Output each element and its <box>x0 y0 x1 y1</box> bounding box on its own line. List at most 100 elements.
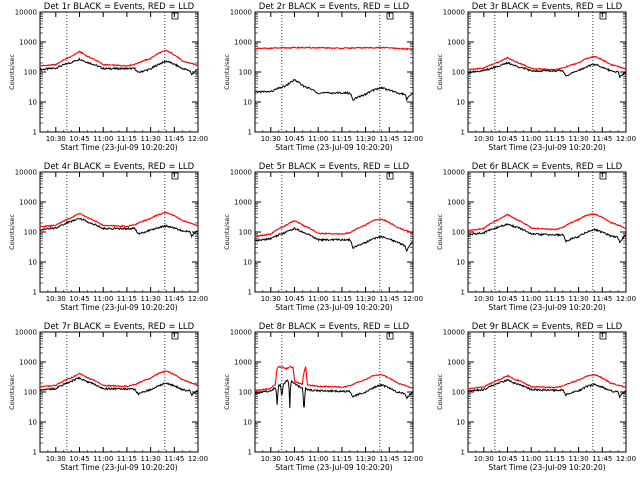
plot-frame <box>39 11 199 133</box>
panel-title: Det 3r BLACK = Events, RED = LLD <box>472 2 623 12</box>
x-tick-label: 10:30 <box>261 455 281 463</box>
x-axis-label: Start Time (23-Jul-09 10:20:20) <box>275 143 392 152</box>
y-tick-label: 10 <box>456 99 465 107</box>
panel-title: Det 7r BLACK = Events, RED = LLD <box>44 322 195 332</box>
x-tick-label: 12:00 <box>616 455 636 463</box>
plot-frame <box>467 331 627 453</box>
x-tick-label: 10:45 <box>284 455 304 463</box>
series-lld-line <box>39 49 198 67</box>
y-tick-label: 1 <box>248 129 252 137</box>
y-tick-label: 1000 <box>19 199 37 207</box>
x-tick-label: 12:00 <box>403 455 423 463</box>
y-tick-label: 10000 <box>443 9 465 17</box>
x-tick-label: 10:30 <box>474 295 494 303</box>
x-tick-label: 11:45 <box>379 455 399 463</box>
x-tick-label: 11:45 <box>164 135 184 143</box>
series-events-line <box>467 61 626 79</box>
panel-title: Det 4r BLACK = Events, RED = LLD <box>44 162 195 172</box>
y-tick-label: 100 <box>239 69 252 77</box>
x-tick-label: 11:45 <box>379 295 399 303</box>
y-tick-label: 10000 <box>15 169 37 177</box>
y-tick-label: 10 <box>456 259 465 267</box>
x-tick-label: 11:45 <box>164 455 184 463</box>
y-tick-label: 10 <box>28 99 37 107</box>
x-tick-label: 11:00 <box>521 455 541 463</box>
y-tick-label: 100 <box>452 229 465 237</box>
x-tick-label: 11:30 <box>569 135 589 143</box>
x-tick-label: 10:30 <box>46 455 66 463</box>
x-tick-label: 11:00 <box>521 295 541 303</box>
y-tick-label: 10 <box>243 99 252 107</box>
y-axis-label: Counts/sec <box>223 374 231 410</box>
x-tick-label: 11:45 <box>592 455 612 463</box>
series-lld-line <box>39 211 198 228</box>
panel-det-5: Det 5r BLACK = Events, RED = LLD 1 10 100 10… <box>223 162 423 312</box>
panel-det-6: Det 6r BLACK = Events, RED = LLD 1 10 100 10… <box>436 162 636 312</box>
series-events-line <box>39 376 198 396</box>
corner-marker <box>386 332 394 340</box>
plot-frame <box>39 331 199 453</box>
plot-frame <box>254 171 414 293</box>
x-tick-label: 11:30 <box>141 295 161 303</box>
y-axis-label: Counts/sec <box>8 374 16 410</box>
y-tick-label: 10000 <box>230 329 252 337</box>
x-axis-label: Start Time (23-Jul-09 10:20:20) <box>275 303 392 312</box>
series-events-line <box>254 379 413 409</box>
x-tick-label: 11:15 <box>545 135 565 143</box>
x-tick-label: 10:45 <box>69 295 89 303</box>
x-axis-label: Start Time (23-Jul-09 10:20:20) <box>275 463 392 472</box>
x-tick-label: 11:30 <box>356 295 376 303</box>
corner-marker <box>171 332 179 340</box>
y-tick-label: 1000 <box>19 39 37 47</box>
x-tick-label: 10:30 <box>46 295 66 303</box>
x-tick-label: 11:15 <box>545 455 565 463</box>
y-tick-label: 10000 <box>15 9 37 17</box>
y-tick-label: 10 <box>456 419 465 427</box>
y-tick-label: 100 <box>239 229 252 237</box>
x-tick-label: 11:15 <box>117 295 137 303</box>
y-tick-label: 10 <box>243 259 252 267</box>
x-tick-label: 12:00 <box>188 455 208 463</box>
corner-marker <box>599 332 607 340</box>
y-tick-label: 10000 <box>230 169 252 177</box>
x-axis-label: Start Time (23-Jul-09 10:20:20) <box>60 463 177 472</box>
y-tick-label: 10000 <box>443 329 465 337</box>
x-tick-label: 11:30 <box>141 135 161 143</box>
panel-det-2: Det 2r BLACK = Events, RED = LLD 1 10 100 10… <box>223 2 423 152</box>
x-tick-label: 10:30 <box>474 455 494 463</box>
x-tick-label: 11:15 <box>117 455 137 463</box>
x-tick-label: 12:00 <box>616 135 636 143</box>
x-tick-label: 10:30 <box>261 295 281 303</box>
series-lld-line <box>467 373 626 390</box>
x-axis-label: Start Time (23-Jul-09 10:20:20) <box>60 303 177 312</box>
panel-det-9: Det 9r BLACK = Events, RED = LLD 1 10 100 10… <box>436 322 636 472</box>
x-tick-label: 10:30 <box>474 135 494 143</box>
y-tick-label: 1000 <box>234 39 252 47</box>
y-tick-label: 10000 <box>15 329 37 337</box>
panel-title: Det 8r BLACK = Events, RED = LLD <box>259 322 410 332</box>
y-tick-label: 1000 <box>447 359 465 367</box>
y-tick-label: 10000 <box>230 9 252 17</box>
corner-marker <box>171 172 179 180</box>
y-axis-label: Counts/sec <box>223 54 231 90</box>
series-events-line <box>39 57 198 76</box>
series-events-line <box>254 227 413 252</box>
y-tick-label: 1 <box>461 289 465 297</box>
x-tick-label: 11:00 <box>93 455 113 463</box>
plot-frame <box>467 11 627 133</box>
y-axis-label: Counts/sec <box>436 214 444 250</box>
x-tick-label: 12:00 <box>403 295 423 303</box>
panel-title: Det 2r BLACK = Events, RED = LLD <box>259 2 410 12</box>
x-tick-label: 11:45 <box>592 135 612 143</box>
panel-det-7: Det 7r BLACK = Events, RED = LLD 1 10 100 10… <box>8 322 208 472</box>
x-tick-label: 11:30 <box>356 135 376 143</box>
x-tick-label: 10:45 <box>497 135 517 143</box>
x-tick-label: 12:00 <box>403 135 423 143</box>
x-tick-label: 11:30 <box>569 295 589 303</box>
y-tick-label: 100 <box>452 389 465 397</box>
series-events-line <box>254 78 413 102</box>
y-tick-label: 1000 <box>19 359 37 367</box>
corner-marker <box>386 12 394 20</box>
y-tick-label: 1 <box>461 449 465 457</box>
series-lld-line <box>254 46 413 51</box>
